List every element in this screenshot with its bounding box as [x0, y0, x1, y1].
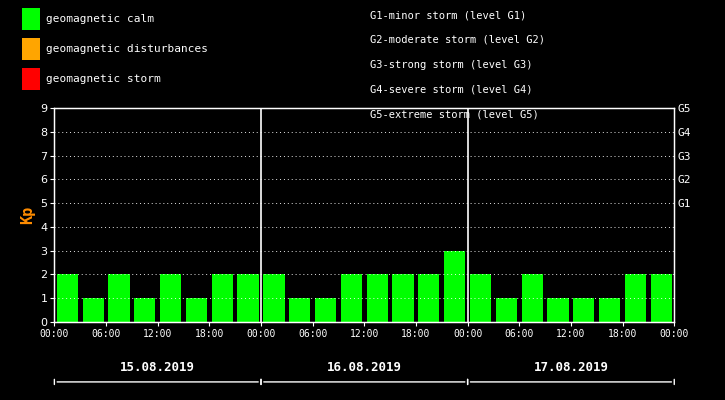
- Bar: [186, 298, 207, 322]
- Y-axis label: Kp: Kp: [20, 206, 35, 224]
- Bar: [341, 274, 362, 322]
- Bar: [315, 298, 336, 322]
- Bar: [263, 274, 284, 322]
- Bar: [57, 274, 78, 322]
- Bar: [625, 274, 646, 322]
- Text: G1-minor storm (level G1): G1-minor storm (level G1): [370, 10, 526, 20]
- Bar: [547, 298, 568, 322]
- Bar: [289, 298, 310, 322]
- Bar: [418, 274, 439, 322]
- Bar: [108, 274, 130, 322]
- Text: G2-moderate storm (level G2): G2-moderate storm (level G2): [370, 35, 544, 45]
- Bar: [444, 251, 465, 322]
- Bar: [160, 274, 181, 322]
- Text: G5-extreme storm (level G5): G5-extreme storm (level G5): [370, 109, 539, 119]
- Bar: [651, 274, 672, 322]
- Text: 16.08.2019: 16.08.2019: [327, 360, 402, 374]
- Bar: [470, 274, 491, 322]
- Bar: [599, 298, 621, 322]
- Text: geomagnetic disturbances: geomagnetic disturbances: [46, 44, 207, 54]
- Bar: [496, 298, 517, 322]
- Bar: [367, 274, 388, 322]
- Text: geomagnetic calm: geomagnetic calm: [46, 14, 154, 24]
- Text: G3-strong storm (level G3): G3-strong storm (level G3): [370, 60, 532, 70]
- Bar: [521, 274, 543, 322]
- Text: 15.08.2019: 15.08.2019: [120, 360, 195, 374]
- Bar: [392, 274, 414, 322]
- Text: 17.08.2019: 17.08.2019: [534, 360, 608, 374]
- Bar: [238, 274, 259, 322]
- Bar: [83, 298, 104, 322]
- Bar: [573, 298, 594, 322]
- Bar: [212, 274, 233, 322]
- Text: G4-severe storm (level G4): G4-severe storm (level G4): [370, 84, 532, 94]
- Text: geomagnetic storm: geomagnetic storm: [46, 74, 160, 84]
- Bar: [134, 298, 155, 322]
